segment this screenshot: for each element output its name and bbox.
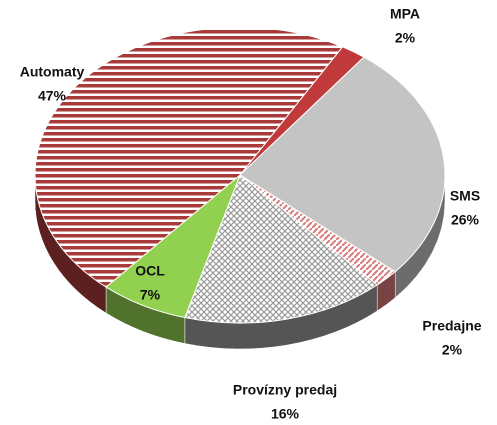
pie-slice (239, 56, 446, 273)
value-label: 26% (451, 212, 480, 228)
pie-slice (184, 174, 379, 324)
value-label: 47% (38, 88, 67, 104)
slice-label: OCL (135, 263, 165, 279)
value-label: 16% (271, 406, 300, 422)
value-label: 2% (395, 30, 416, 46)
slice-label: Predajne (422, 318, 481, 334)
slice-label: MPA (390, 6, 420, 22)
pie-slice (34, 26, 344, 288)
slice-label: Automaty (20, 64, 85, 80)
value-label: 7% (140, 287, 161, 303)
slice-label: Provízny predaj (233, 382, 337, 398)
value-label: 2% (442, 342, 463, 358)
slice-label: SMS (450, 188, 480, 204)
